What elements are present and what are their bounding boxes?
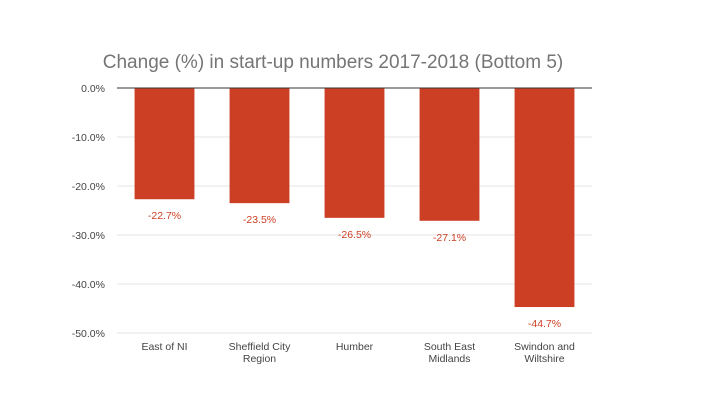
y-tick-label: -50.0%: [72, 328, 105, 340]
data-label: -22.7%: [148, 210, 181, 222]
bar: [324, 88, 385, 218]
category-label: Region: [243, 353, 276, 365]
data-labels: -22.7% -23.5% -26.5% -27.1% -44.7%: [148, 210, 561, 330]
data-label: -44.7%: [528, 318, 561, 330]
data-label: -26.5%: [338, 229, 371, 241]
data-label: -27.1%: [433, 232, 466, 244]
category-label: South East: [424, 341, 475, 353]
y-tick-label: -10.0%: [72, 132, 105, 144]
category-label: Humber: [336, 341, 374, 353]
category-label: Sheffield City: [229, 341, 291, 353]
bar: [514, 88, 575, 308]
gridlines: [117, 136, 592, 334]
data-label: -23.5%: [243, 214, 276, 226]
y-tick-label: 0.0%: [81, 83, 105, 95]
y-tick-label: -30.0%: [72, 230, 105, 242]
y-axis-ticks: 0.0% -10.0% -20.0% -30.0% -40.0% -50.0%: [72, 83, 105, 340]
y-tick-label: -20.0%: [72, 181, 105, 193]
chart-title: Change (%) in start-up numbers 2017-2018…: [103, 52, 563, 73]
y-tick-label: -40.0%: [72, 279, 105, 291]
category-label: Swindon and: [514, 341, 575, 353]
bars: [134, 88, 575, 308]
category-label: East of NI: [141, 341, 187, 353]
category-label: Midlands: [428, 353, 470, 365]
bar: [229, 88, 290, 204]
bar: [134, 88, 195, 200]
category-label: Wiltshire: [524, 353, 564, 365]
bar: [419, 88, 480, 221]
